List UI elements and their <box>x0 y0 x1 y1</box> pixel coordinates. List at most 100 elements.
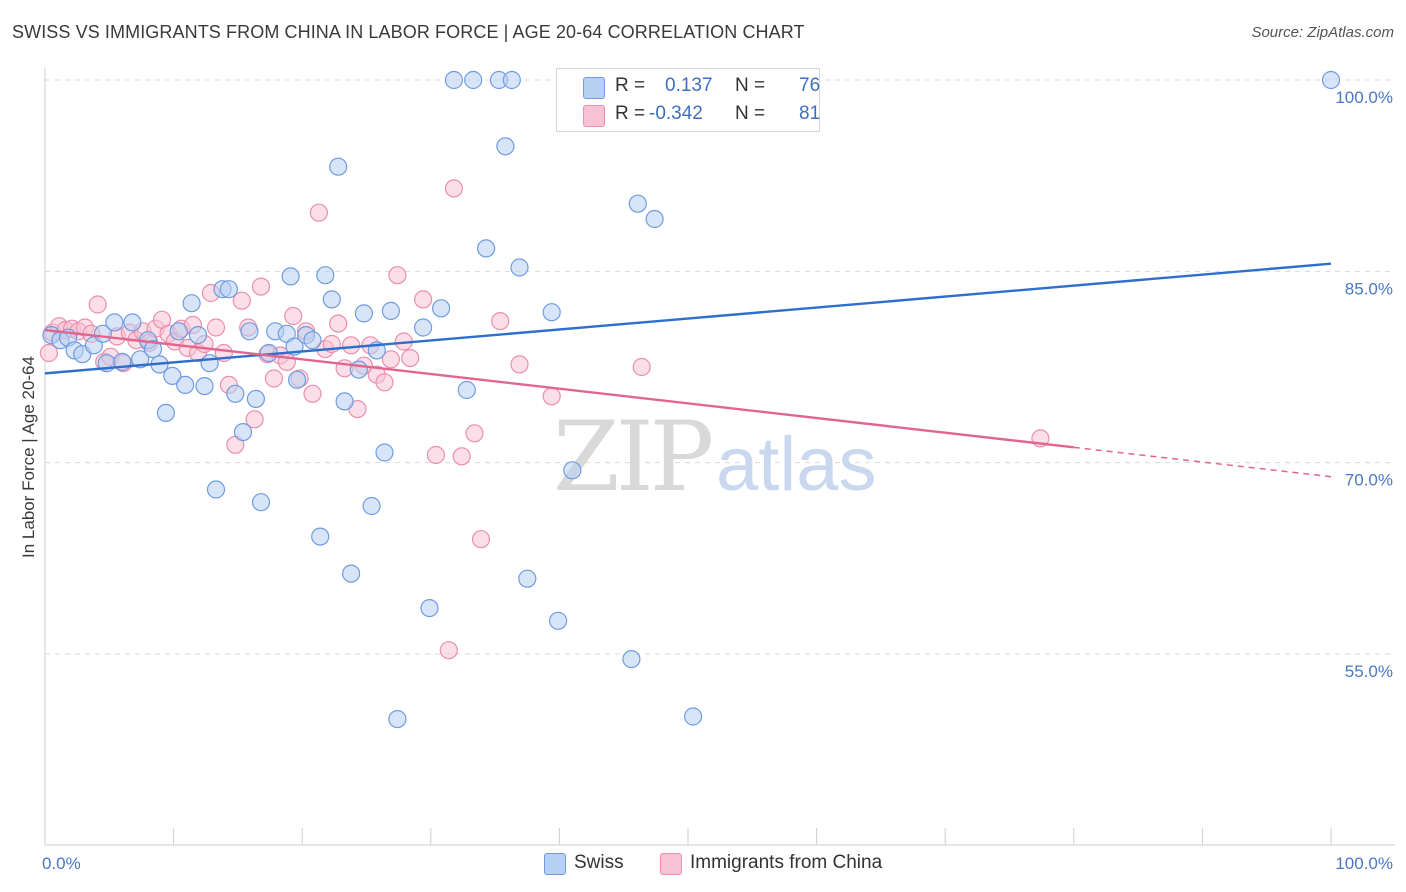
swiss-point-11 <box>131 350 150 369</box>
correlation-legend: R = 0.137 N = 76 R = -0.342 N = 81 <box>556 68 820 132</box>
swiss-point-63 <box>518 569 537 588</box>
legend-swatch-swiss <box>583 77 605 99</box>
swiss-point-65 <box>548 611 568 630</box>
china-point-68 <box>632 357 651 377</box>
swiss-point-15 <box>156 403 175 422</box>
china-point-57 <box>401 349 420 368</box>
swiss-point-57 <box>464 70 483 90</box>
china-point-43 <box>309 203 328 222</box>
y-axis-label: In Labor Force | Age 20-64 <box>19 356 38 558</box>
swiss-point-61 <box>502 70 521 90</box>
swiss-point-25 <box>219 280 238 299</box>
china-point-59 <box>426 445 445 465</box>
bottom-legend-label-china: Immigrants from China <box>690 852 883 873</box>
swiss-point-56 <box>457 380 476 400</box>
swiss-point-8 <box>105 313 124 332</box>
swiss-point-23 <box>206 480 226 499</box>
chart-title: SWISS VS IMMIGRANTS FROM CHINA IN LABOR … <box>12 22 805 42</box>
legend-r-value-china: -0.342 <box>649 103 703 124</box>
swiss-point-16 <box>163 366 182 385</box>
swiss-point-34 <box>281 267 300 286</box>
china-point-55 <box>388 266 407 285</box>
legend-r-label: R = <box>615 75 646 96</box>
swiss-point-13 <box>143 340 163 359</box>
china-point-39 <box>284 306 303 326</box>
swiss-point-26 <box>226 384 245 403</box>
swiss-point-41 <box>322 290 341 309</box>
swiss-point-29 <box>246 389 265 408</box>
china-point-31 <box>232 291 251 310</box>
y-tick-label-2: 70.0% <box>1345 471 1393 490</box>
swiss-point-17 <box>169 322 188 341</box>
y-tick-label-1: 85.0% <box>1345 279 1393 298</box>
bottom-legend-swatch-swiss <box>544 853 566 875</box>
x-tick-label-1: 100.0% <box>1335 854 1393 873</box>
china-point-34 <box>251 277 271 296</box>
swiss-point-64 <box>542 303 561 322</box>
swiss-point-44 <box>342 564 361 583</box>
y-tick-labels: 100.0% 85.0% 70.0% 55.0% <box>1335 88 1393 681</box>
china-point-58 <box>414 290 433 309</box>
swiss-point-28 <box>240 322 259 341</box>
legend-n-label: N = <box>735 75 766 96</box>
chart-source: Source: ZipAtlas.com <box>1251 24 1394 41</box>
axes <box>44 68 1395 846</box>
swiss-point-49 <box>375 443 394 462</box>
swiss-point-55 <box>444 70 463 90</box>
gridlines <box>45 79 1395 655</box>
watermark: ZIP atlas <box>553 401 877 513</box>
legend-r-label: R = <box>615 103 646 124</box>
china-point-53 <box>375 373 394 392</box>
china-point-0 <box>39 343 59 363</box>
swiss-point-58 <box>477 239 496 258</box>
swiss-point-10 <box>123 313 142 332</box>
legend-n-label: N = <box>735 103 766 124</box>
watermark-zip: ZIP <box>553 401 712 513</box>
china-point-8 <box>88 295 107 314</box>
china-point-61 <box>444 179 463 198</box>
china-point-42 <box>303 384 322 403</box>
china-point-62 <box>452 447 471 466</box>
china-point-46 <box>329 314 348 333</box>
swiss-point-21 <box>195 377 214 396</box>
china-point-66 <box>510 355 529 374</box>
swiss-point-68 <box>628 194 647 213</box>
swiss-point-20 <box>188 326 208 345</box>
swiss-point-47 <box>362 496 381 516</box>
swiss-point-54 <box>432 299 451 318</box>
swiss-point-67 <box>622 649 641 669</box>
swiss-point-30 <box>251 493 271 512</box>
swiss-point-69 <box>645 209 664 229</box>
y-tick-label-3: 55.0% <box>1345 662 1393 681</box>
china-point-67 <box>542 387 561 406</box>
swiss-point-62 <box>510 258 529 277</box>
swiss-point-18 <box>176 375 195 394</box>
legend-r-value-swiss: 0.137 <box>665 75 713 96</box>
swiss-point-71 <box>1321 70 1341 90</box>
x-tick-labels: 0.0% 100.0% <box>42 854 1393 873</box>
china-point-65 <box>491 312 510 331</box>
china-trend-line <box>44 328 1074 449</box>
china-point-48 <box>342 336 361 355</box>
swiss-point-46 <box>354 304 373 323</box>
china-point-64 <box>471 530 491 549</box>
swiss-point-53 <box>420 598 439 618</box>
swiss-point-66 <box>563 461 582 480</box>
china-point-33 <box>245 410 264 429</box>
china-point-27 <box>206 318 226 337</box>
watermark-atlas: atlas <box>716 422 877 507</box>
x-ticks <box>44 828 1332 845</box>
trend-lines <box>44 262 1332 478</box>
china-trend-line-extension <box>1073 446 1332 478</box>
swiss-point-36 <box>288 370 307 389</box>
x-tick-label-0: 0.0% <box>42 854 81 873</box>
china-point-54 <box>381 350 400 369</box>
swiss-point-60 <box>496 137 515 156</box>
swiss-point-70 <box>683 707 703 726</box>
swiss-point-38 <box>303 331 322 350</box>
swiss-points <box>42 70 1341 729</box>
legend-swatch-china <box>583 105 605 127</box>
swiss-point-19 <box>182 294 201 313</box>
china-points <box>39 179 1050 660</box>
